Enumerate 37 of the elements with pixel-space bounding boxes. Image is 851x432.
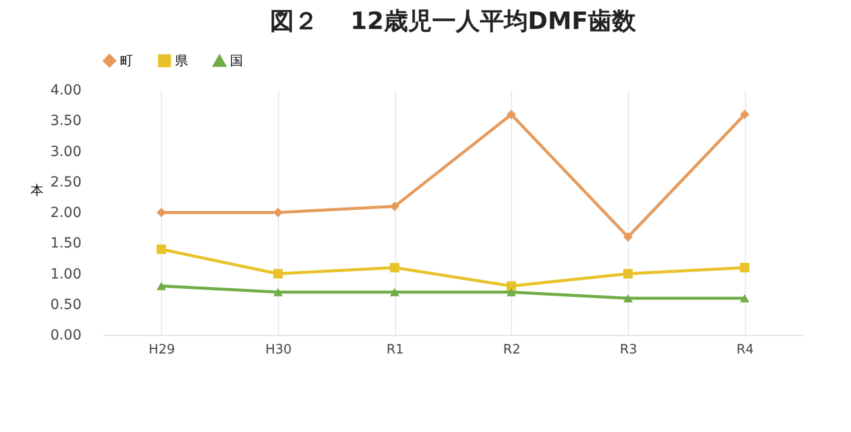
point (390, 202, 400, 212)
point (740, 110, 750, 120)
x-tick-label: R4 (736, 342, 754, 358)
x-tick-label: R2 (503, 342, 520, 358)
point (156, 244, 166, 254)
point (273, 288, 283, 296)
y-tick-label: 0.00 (50, 328, 82, 344)
point (506, 288, 516, 296)
point (273, 269, 283, 278)
y-tick-label: 1.50 (50, 236, 82, 252)
point (506, 281, 516, 291)
point (623, 294, 633, 302)
y-axis-title: 本 (30, 184, 44, 198)
y-tick-label: 0.50 (50, 296, 82, 313)
point (390, 262, 400, 272)
point (740, 294, 750, 302)
x-tick-label: H29 (148, 342, 175, 358)
y-tick-label: 1.00 (50, 266, 82, 282)
point (740, 262, 750, 272)
x-tick-label: R3 (620, 342, 638, 358)
x-tick-label: R1 (386, 342, 404, 358)
y-tick-label: 2.50 (50, 174, 82, 190)
point (273, 208, 283, 218)
chart-title: 図２ 12歳児一人平均DMF歯数 (270, 7, 637, 35)
x-tick-label: H30 (265, 342, 292, 358)
legend-label: 町 (120, 54, 133, 69)
point (623, 269, 633, 278)
y-tick-label: 2.00 (50, 205, 82, 221)
y-tick-label: 3.50 (50, 113, 82, 130)
point (506, 110, 516, 120)
point (390, 288, 400, 296)
point (156, 282, 166, 290)
y-tick-label: 4.00 (50, 82, 82, 98)
y-tick-label: 3.00 (50, 144, 82, 160)
legend-label: 県 (175, 54, 188, 69)
legend-label: 国 (230, 54, 243, 70)
point (623, 232, 633, 242)
